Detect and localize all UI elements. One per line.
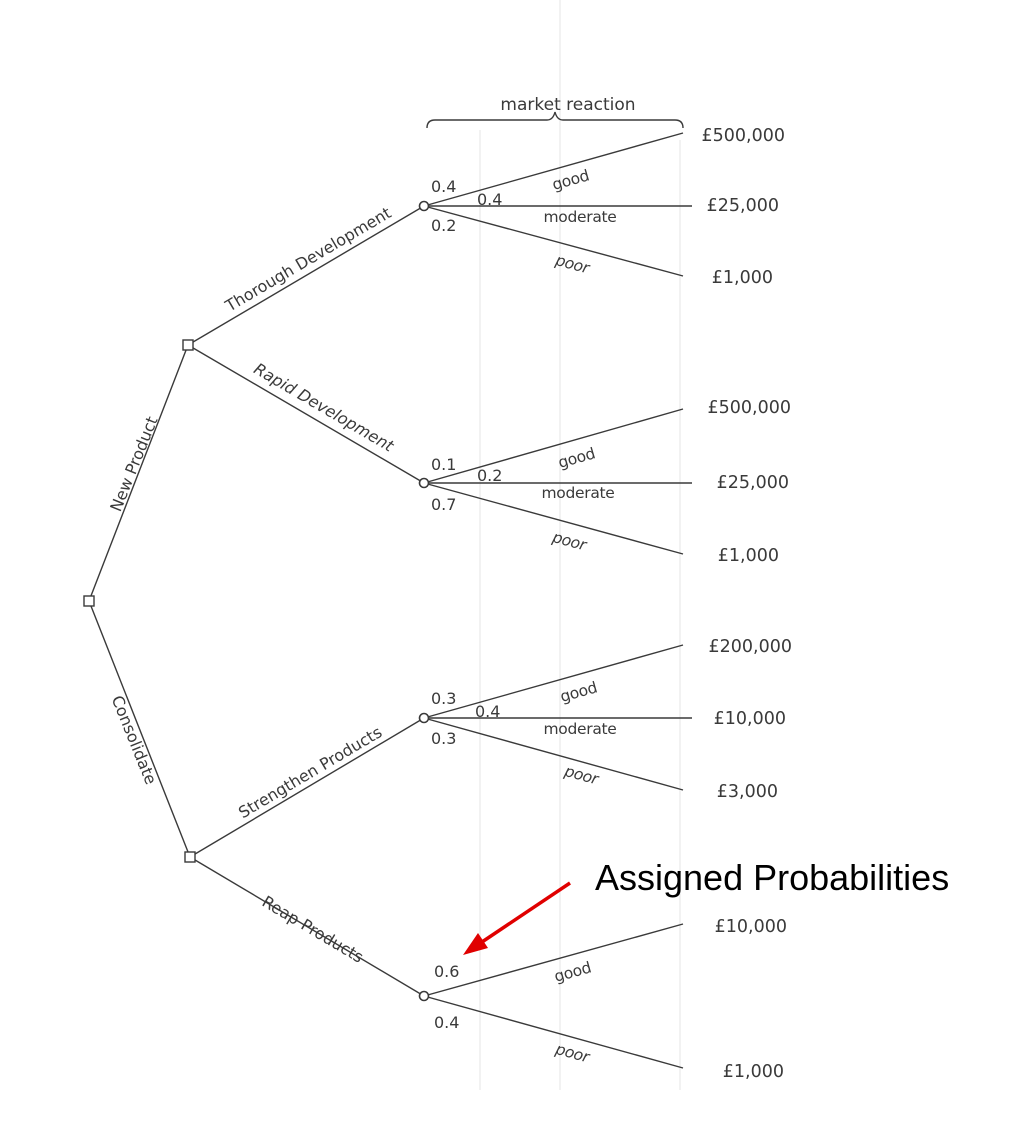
decision-node-new-product xyxy=(182,339,194,351)
decision-node-consolidate xyxy=(184,851,196,863)
payoff-value: £10,000 xyxy=(714,709,786,729)
chance-node-2 xyxy=(418,477,430,489)
probability-label: 0.4 xyxy=(477,190,502,209)
edge-reap-products xyxy=(189,856,425,997)
edge-n4-good xyxy=(423,923,684,997)
edge-strengthen-products xyxy=(189,717,425,858)
outcome-label-moderate: moderate xyxy=(543,720,616,738)
tree-edges xyxy=(88,132,692,1069)
market-reaction-bracket xyxy=(426,111,684,129)
outcome-label-poor: poor xyxy=(553,251,593,278)
outcome-label-good: good xyxy=(550,166,591,193)
payoff-value: £25,000 xyxy=(717,473,789,493)
branch-label-consolidate: Consolidate xyxy=(108,693,161,787)
edge-n2-poor xyxy=(423,482,684,555)
payoff-value: £1,000 xyxy=(718,546,779,566)
edge-n2-good xyxy=(423,408,684,484)
probability-label: 0.6 xyxy=(434,962,459,981)
branch-label-strengthen-products: Strengthen Products xyxy=(235,722,385,822)
payoff-value: £1,000 xyxy=(712,268,773,288)
edge-n3-good xyxy=(423,644,684,719)
probability-label: 0.4 xyxy=(475,702,500,721)
background-guides xyxy=(479,0,681,1090)
payoff-value: £200,000 xyxy=(708,637,792,657)
outcome-label-moderate: moderate xyxy=(541,484,614,502)
payoff-value: £10,000 xyxy=(715,917,787,937)
edge-n1-good xyxy=(423,132,684,207)
market-reaction-label: market reaction xyxy=(500,95,635,115)
probability-label: 0.2 xyxy=(431,216,456,235)
outcome-label-poor: poor xyxy=(553,1040,593,1067)
payoff-value: £1,000 xyxy=(723,1062,784,1082)
chance-node-3 xyxy=(418,712,430,724)
annotation-arrow-icon xyxy=(463,881,571,955)
edge-n3-poor xyxy=(423,717,684,791)
edge-new-product xyxy=(88,344,189,602)
outcome-label-good: good xyxy=(552,959,593,986)
payoff-value: £500,000 xyxy=(701,126,785,146)
chance-node-4 xyxy=(418,990,430,1002)
branch-label-rapid-development: Rapid Development xyxy=(251,359,398,456)
probability-label: 0.1 xyxy=(431,455,456,474)
branch-label-new-product: New Product xyxy=(106,414,161,515)
outcome-label-moderate: moderate xyxy=(543,208,616,226)
chance-node-1 xyxy=(418,200,430,212)
branch-label-thorough-development: Thorough Development xyxy=(221,203,394,316)
edge-consolidate xyxy=(88,600,191,858)
edge-n4-poor xyxy=(423,995,684,1069)
assigned-probabilities-annotation: Assigned Probabilities xyxy=(595,857,949,898)
probability-label: 0.7 xyxy=(431,495,456,514)
payoff-value: £25,000 xyxy=(707,196,779,216)
payoff-value: £3,000 xyxy=(717,782,778,802)
outcome-label-good: good xyxy=(556,444,597,472)
outcome-label-poor: poor xyxy=(550,528,590,555)
payoff-value: £500,000 xyxy=(707,398,791,418)
edge-thorough-development xyxy=(187,205,425,346)
edge-rapid-development xyxy=(187,344,425,484)
decision-node-root xyxy=(83,595,95,607)
probability-label: 0.3 xyxy=(431,729,456,748)
branch-label-reap-products: Reap Products xyxy=(259,892,367,967)
probability-label: 0.4 xyxy=(434,1013,459,1032)
probability-label: 0.2 xyxy=(477,466,502,485)
outcome-label-good: good xyxy=(558,678,599,705)
edge-n1-poor xyxy=(423,205,684,277)
probability-label: 0.4 xyxy=(431,177,456,196)
probability-label: 0.3 xyxy=(431,689,456,708)
